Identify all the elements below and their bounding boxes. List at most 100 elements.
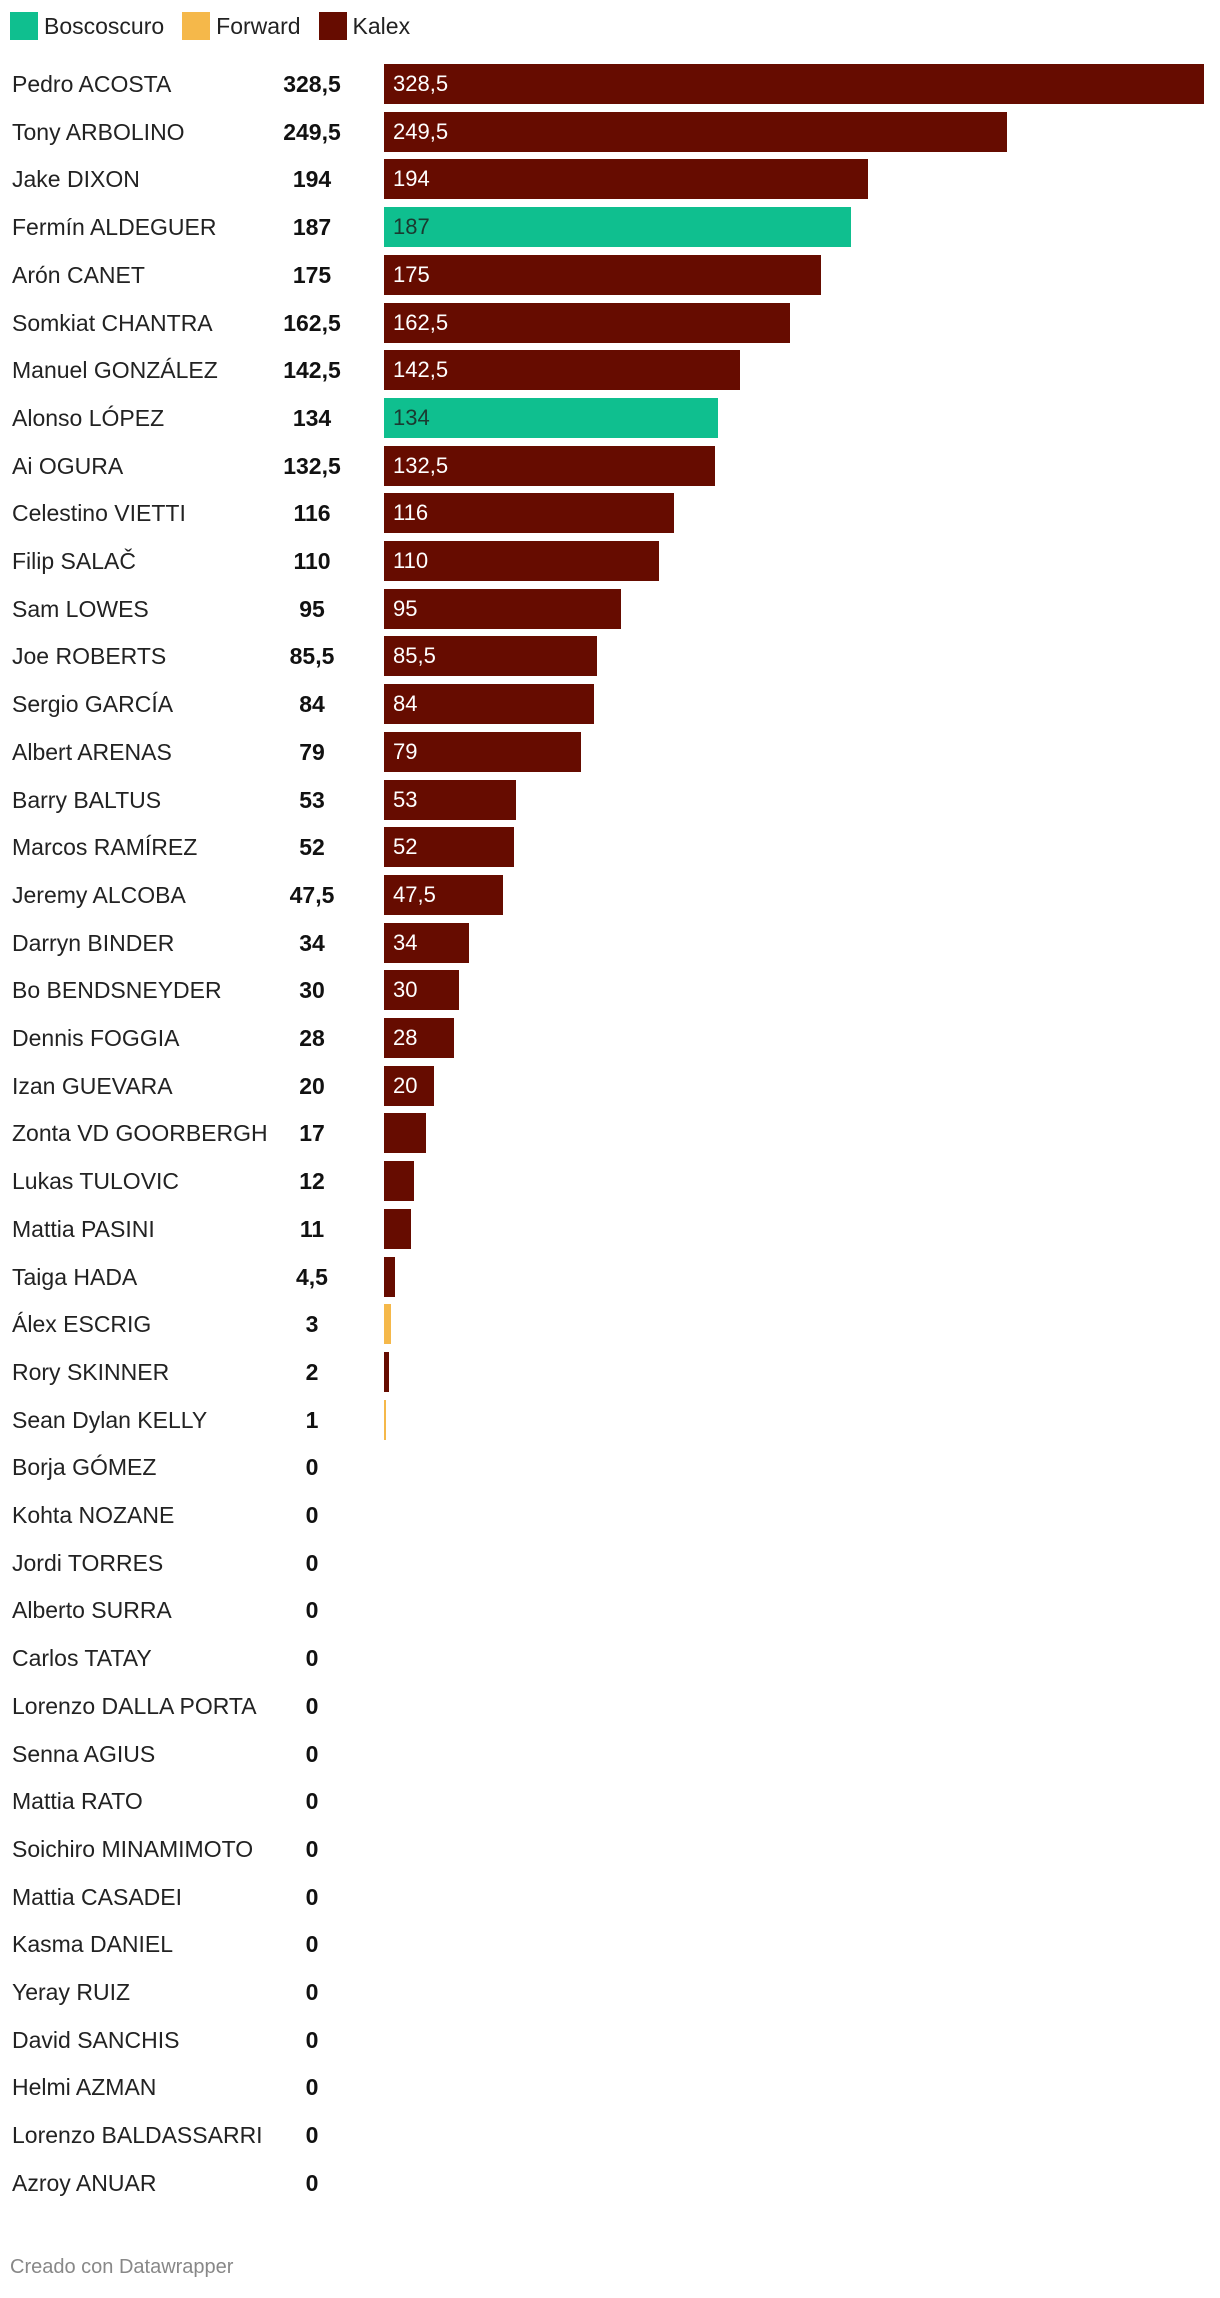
points-bar: 30	[384, 970, 459, 1011]
table-row: Ai OGURA 132,5 132,5	[0, 442, 1220, 490]
points-bar: 20	[384, 1065, 434, 1106]
points-value: 0	[305, 1692, 319, 1719]
table-row: Yeray RUIZ 0	[0, 1968, 1220, 2016]
points-value: 95	[299, 595, 325, 622]
bar-data-label: 53	[393, 786, 418, 812]
rider-name: Somkiat CHANTRA	[12, 309, 213, 336]
table-row: Carlos TATAY 0	[0, 1634, 1220, 1682]
points-bar: 194	[384, 159, 869, 200]
bar-data-label: 132,5	[393, 452, 449, 478]
points-value: 53	[299, 786, 325, 813]
rider-name: Jake DIXON	[12, 166, 140, 193]
rider-name: Yeray RUIZ	[12, 1979, 131, 2005]
table-row: Kohta NOZANE 0	[0, 1491, 1220, 1539]
table-row: Manuel GONZÁLEZ 142,5 142,5	[0, 346, 1220, 394]
footer-credit: Creado con Datawrapper	[10, 2256, 234, 2278]
points-value: 0	[305, 1883, 319, 1910]
rider-name: Manuel GONZÁLEZ	[12, 357, 218, 384]
rider-name: Helmi AZMAN	[12, 2074, 157, 2101]
table-row: David SANCHIS 0	[0, 2016, 1220, 2064]
table-row: Lorenzo BALDASSARRI 0	[0, 2111, 1220, 2159]
legend: Boscoscuro Forward Kalex	[10, 8, 428, 44]
rider-name: Filip SALAČ	[12, 548, 136, 574]
points-bar	[384, 1351, 389, 1392]
table-row: Arón CANET 175 175	[0, 251, 1220, 299]
rider-name: Jordi TORRES	[12, 1549, 164, 1576]
table-row: Fermín ALDEGUER 187 187	[0, 203, 1220, 251]
rider-name: Mattia CASADEI	[12, 1883, 182, 1910]
table-row: Albert ARENAS 79 79	[0, 728, 1220, 776]
points-bar: 328,5	[384, 64, 1204, 104]
legend-swatch	[318, 12, 347, 40]
points-bar: 110	[384, 541, 659, 581]
points-bar	[384, 1399, 387, 1440]
rider-name: Sam LOWES	[12, 595, 149, 622]
points-bar: 84	[384, 684, 594, 725]
points-value: 0	[305, 1645, 319, 1672]
points-value: 116	[293, 500, 331, 527]
points-value: 20	[299, 1072, 325, 1099]
bar-data-label: 28	[393, 1025, 418, 1050]
rider-name: Álex ESCRIG	[12, 1311, 152, 1338]
bar-data-label: 116	[393, 500, 429, 526]
table-row: Jeremy ALCOBA 47,5 47,5	[0, 871, 1220, 919]
bar-data-label: 162,5	[393, 309, 449, 335]
points-bar: 28	[384, 1018, 454, 1058]
points-value: 110	[293, 548, 331, 574]
bar-data-label: 142,5	[393, 357, 449, 383]
table-row: Jordi TORRES 0	[0, 1539, 1220, 1587]
points-value: 0	[305, 1549, 319, 1576]
points-bar: 249,5	[384, 111, 1007, 152]
rider-name: Lorenzo DALLA PORTA	[12, 1692, 257, 1719]
bar-data-label: 85,5	[393, 643, 436, 669]
bar-data-label: 328,5	[393, 71, 449, 96]
legend-label: Boscoscuro	[44, 12, 165, 39]
rider-name: Marcos RAMÍREZ	[12, 834, 198, 861]
points-value: 194	[292, 166, 332, 193]
points-bar: 47,5	[384, 874, 503, 915]
bar-data-label: 47,5	[393, 881, 436, 907]
rider-name: Jeremy ALCOBA	[12, 881, 186, 908]
points-bar: 134	[384, 397, 719, 438]
table-row: Álex ESCRIG 3	[0, 1300, 1220, 1348]
bar-data-label: 20	[393, 1072, 418, 1098]
table-row: Darryn BINDER 34 34	[0, 919, 1220, 967]
points-value: 12	[299, 1168, 325, 1195]
table-row: Mattia PASINI 11	[0, 1205, 1220, 1253]
bar-data-label: 134	[393, 404, 430, 430]
legend-item: Forward	[182, 12, 301, 40]
rider-name: Lorenzo BALDASSARRI	[12, 2122, 263, 2149]
points-value: 132,5	[283, 452, 341, 479]
legend-item: Kalex	[318, 12, 410, 40]
rider-name: Bo BENDSNEYDER	[12, 977, 222, 1004]
points-value: 34	[299, 929, 325, 956]
points-value: 0	[305, 1788, 319, 1815]
rider-name: Sean Dylan KELLY	[12, 1406, 208, 1433]
table-row: Tony ARBOLINO 249,5 249,5	[0, 108, 1220, 156]
rider-name: Barry BALTUS	[12, 786, 162, 813]
table-row: Taiga HADA 4,5	[0, 1253, 1220, 1301]
points-value: 85,5	[289, 643, 335, 670]
rider-name: Mattia PASINI	[12, 1215, 155, 1242]
rider-name: Carlos TATAY	[12, 1645, 152, 1672]
rider-name: David SANCHIS	[12, 2026, 180, 2053]
table-row: Bo BENDSNEYDER 30 30	[0, 966, 1220, 1014]
table-row: Marcos RAMÍREZ 52 52	[0, 823, 1220, 871]
legend-item: Boscoscuro	[10, 12, 164, 40]
points-value: 52	[299, 834, 325, 861]
points-bar: 162,5	[384, 302, 790, 343]
points-bar	[384, 1304, 392, 1345]
points-bar: 85,5	[384, 636, 598, 677]
points-bar	[384, 1113, 427, 1154]
rider-name: Zonta VD GOORBERGH	[12, 1120, 268, 1147]
table-row: Celestino VIETTI 116 116	[0, 489, 1220, 537]
table-row: Joe ROBERTS 85,5 85,5	[0, 632, 1220, 680]
points-bar	[384, 1208, 412, 1249]
table-row: Alberto SURRA 0	[0, 1586, 1220, 1634]
rider-name: Izan GUEVARA	[12, 1072, 173, 1099]
table-row: Zonta VD GOORBERGH 17	[0, 1109, 1220, 1157]
rider-name: Kohta NOZANE	[12, 1502, 175, 1528]
points-bar: 95	[384, 588, 622, 629]
points-bar: 34	[384, 922, 469, 963]
bar-data-label: 187	[393, 214, 430, 240]
